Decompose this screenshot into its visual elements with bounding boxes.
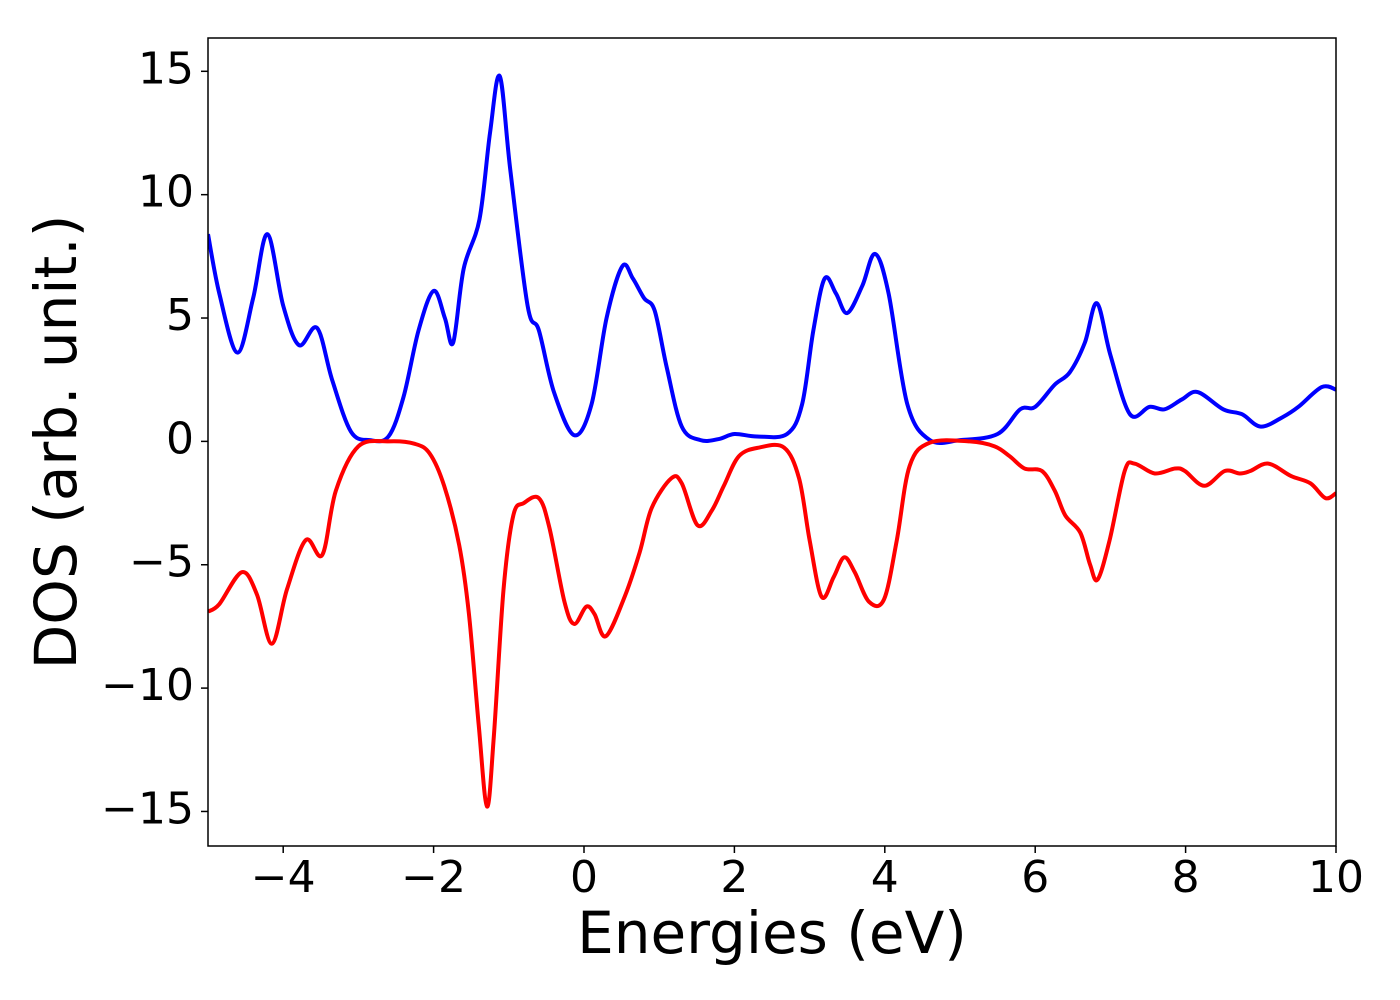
y-tick-label: 0 (166, 413, 194, 464)
x-axis-label: Energies (eV) (577, 899, 967, 967)
x-tick-label: −2 (401, 852, 466, 903)
y-tick-label: −10 (101, 660, 194, 711)
x-tick-label: 4 (871, 852, 899, 903)
y-tick-label: 10 (138, 167, 194, 218)
y-axis-label: DOS (arb. unit.) (22, 215, 90, 670)
dos-line (208, 73, 1336, 446)
x-tick-label: 6 (1021, 852, 1049, 903)
y-tick-label: −5 (129, 537, 194, 588)
plot-frame (207, 37, 1337, 847)
x-tick-label: 2 (720, 852, 748, 903)
x-tick-label: 0 (570, 852, 598, 903)
y-tick-label: −15 (101, 783, 194, 834)
x-tick-label: −4 (251, 852, 316, 903)
y-tick-label: 15 (138, 43, 194, 94)
dos-line (208, 438, 1336, 809)
y-tick-label: 5 (166, 290, 194, 341)
x-tick-label: 8 (1172, 852, 1200, 903)
plot-lines (208, 73, 1336, 809)
x-tick-label: 10 (1308, 852, 1364, 903)
